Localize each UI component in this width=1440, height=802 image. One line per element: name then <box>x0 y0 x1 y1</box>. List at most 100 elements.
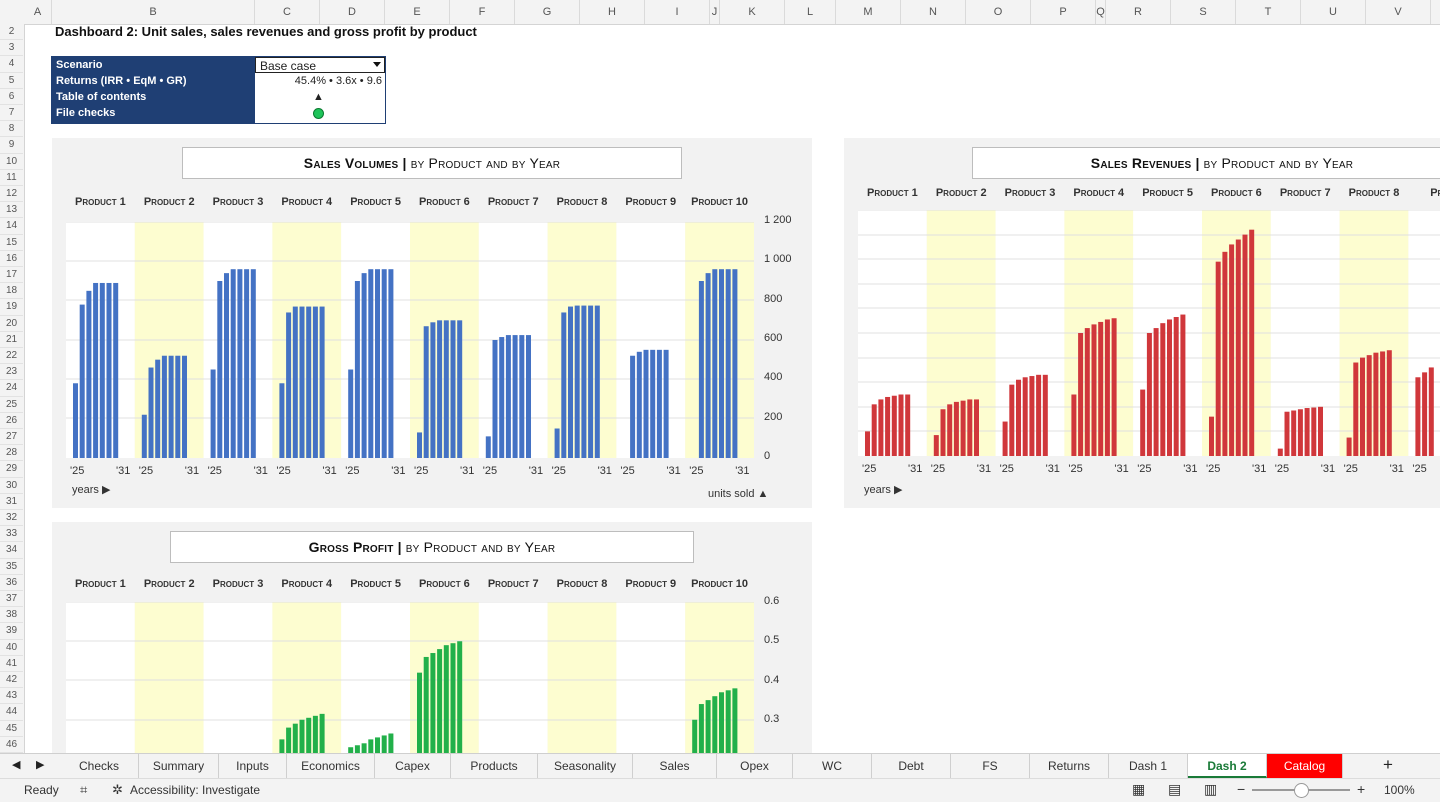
page-break-icon[interactable]: ▥ <box>1204 781 1218 797</box>
row-18[interactable]: 18 <box>0 283 23 300</box>
row-12[interactable]: 12 <box>0 186 23 203</box>
column-l[interactable]: L <box>785 0 836 24</box>
sheet-tab-dash-2[interactable]: Dash 2 <box>1188 754 1267 778</box>
column-r[interactable]: R <box>1106 0 1171 24</box>
row-14[interactable]: 14 <box>0 218 23 235</box>
row-23[interactable]: 23 <box>0 364 23 381</box>
column-e[interactable]: E <box>385 0 450 24</box>
column-f[interactable]: F <box>450 0 515 24</box>
row-11[interactable]: 11 <box>0 170 23 186</box>
row-19[interactable]: 19 <box>0 299 23 316</box>
accessibility-status[interactable]: Accessibility: Investigate <box>130 783 261 797</box>
column-n[interactable]: N <box>901 0 966 24</box>
row-33[interactable]: 33 <box>0 526 23 543</box>
toc-link-icon[interactable]: ▲ <box>313 91 324 103</box>
column-h[interactable]: H <box>580 0 645 24</box>
sheet-tab-seasonality[interactable]: Seasonality <box>538 754 633 778</box>
row-29[interactable]: 29 <box>0 461 23 478</box>
row-4[interactable]: 4 <box>0 56 23 73</box>
row-31[interactable]: 31 <box>0 494 23 510</box>
row-37[interactable]: 37 <box>0 591 23 608</box>
sheet-tab-economics[interactable]: Economics <box>287 754 375 778</box>
row-16[interactable]: 16 <box>0 251 23 267</box>
row-9[interactable]: 9 <box>0 137 23 154</box>
row-22[interactable]: 22 <box>0 348 23 365</box>
row-34[interactable]: 34 <box>0 542 23 559</box>
row-38[interactable]: 38 <box>0 607 23 624</box>
sheet-tab-catalog[interactable]: Catalog <box>1267 754 1343 778</box>
row-35[interactable]: 35 <box>0 559 23 575</box>
row-40[interactable]: 40 <box>0 640 23 656</box>
column-b[interactable]: B <box>52 0 255 24</box>
scenario-dropdown[interactable]: Base case <box>255 57 385 73</box>
column-t[interactable]: T <box>1236 0 1301 24</box>
row-26[interactable]: 26 <box>0 413 23 429</box>
zoom-out-icon[interactable]: − <box>1237 781 1246 797</box>
row-27[interactable]: 27 <box>0 429 23 446</box>
sales-volumes-chart[interactable]: Sales Volumes | by Product and by Year y… <box>52 138 812 508</box>
sheet-tab-opex[interactable]: Opex <box>717 754 793 778</box>
row-41[interactable]: 41 <box>0 656 23 672</box>
accessibility-icon[interactable]: ✲ <box>112 782 123 797</box>
column-j[interactable]: J <box>710 0 720 24</box>
row-7[interactable]: 7 <box>0 105 23 122</box>
column-g[interactable]: G <box>515 0 580 24</box>
zoom-in-icon[interactable]: + <box>1357 781 1366 797</box>
row-45[interactable]: 45 <box>0 721 23 737</box>
row-10[interactable]: 10 <box>0 154 23 170</box>
sheet-tab-summary[interactable]: Summary <box>139 754 219 778</box>
sheet-tab-capex[interactable]: Capex <box>375 754 451 778</box>
sheet-grid[interactable]: Dashboard 2: Unit sales, sales revenues … <box>24 24 1440 753</box>
column-m[interactable]: M <box>836 0 901 24</box>
page-layout-icon[interactable]: ▤ <box>1168 781 1182 797</box>
column-k[interactable]: K <box>720 0 785 24</box>
sheet-tab-sales[interactable]: Sales <box>633 754 717 778</box>
column-o[interactable]: O <box>966 0 1031 24</box>
sales-revenues-chart[interactable]: Sales Revenues | by Product and by Year … <box>844 138 1440 508</box>
row-24[interactable]: 24 <box>0 380 23 397</box>
column-u[interactable]: U <box>1301 0 1366 24</box>
column-p[interactable]: P <box>1031 0 1096 24</box>
row-46[interactable]: 46 <box>0 737 23 753</box>
row-5[interactable]: 5 <box>0 73 23 89</box>
sheet-tab-fs[interactable]: FS <box>951 754 1030 778</box>
row-42[interactable]: 42 <box>0 672 23 689</box>
column-i[interactable]: I <box>645 0 710 24</box>
row-43[interactable]: 43 <box>0 688 23 705</box>
row-20[interactable]: 20 <box>0 316 23 332</box>
sheet-tab-debt[interactable]: Debt <box>872 754 951 778</box>
row-30[interactable]: 30 <box>0 478 23 494</box>
row-15[interactable]: 15 <box>0 235 23 251</box>
macro-icon[interactable]: ⌗ <box>80 782 88 797</box>
normal-view-icon[interactable]: ▦ <box>1132 781 1146 797</box>
sheet-tab-wc[interactable]: WC <box>793 754 872 778</box>
sheet-tab-checks[interactable]: Checks <box>60 754 139 778</box>
add-sheet-icon[interactable]: + <box>1383 755 1393 774</box>
next-sheet-icon[interactable]: ▶ <box>36 759 45 771</box>
column-s[interactable]: S <box>1171 0 1236 24</box>
row-2[interactable]: 2 <box>0 24 23 41</box>
row-17[interactable]: 17 <box>0 267 23 284</box>
row-36[interactable]: 36 <box>0 575 23 591</box>
sheet-tab-products[interactable]: Products <box>451 754 538 778</box>
row-32[interactable]: 32 <box>0 510 23 527</box>
gross-profit-chart[interactable]: Gross Profit | by Product and by Year Pr… <box>52 522 812 753</box>
row-8[interactable]: 8 <box>0 121 23 138</box>
column-a[interactable]: A <box>24 0 52 24</box>
row-44[interactable]: 44 <box>0 704 23 721</box>
column-d[interactable]: D <box>320 0 385 24</box>
column-q[interactable]: Q <box>1096 0 1106 24</box>
row-3[interactable]: 3 <box>0 40 23 57</box>
prev-sheet-icon[interactable]: ◀ <box>12 759 21 771</box>
sheet-tab-dash-1[interactable]: Dash 1 <box>1109 754 1188 778</box>
row-25[interactable]: 25 <box>0 397 23 413</box>
row-6[interactable]: 6 <box>0 89 23 105</box>
sheet-tab-inputs[interactable]: Inputs <box>219 754 287 778</box>
zoom-slider-handle[interactable] <box>1294 783 1309 798</box>
chevron-down-icon[interactable] <box>373 62 381 67</box>
row-28[interactable]: 28 <box>0 445 23 462</box>
column-c[interactable]: C <box>255 0 320 24</box>
row-39[interactable]: 39 <box>0 623 23 640</box>
column-v[interactable]: V <box>1366 0 1431 24</box>
row-13[interactable]: 13 <box>0 202 23 219</box>
